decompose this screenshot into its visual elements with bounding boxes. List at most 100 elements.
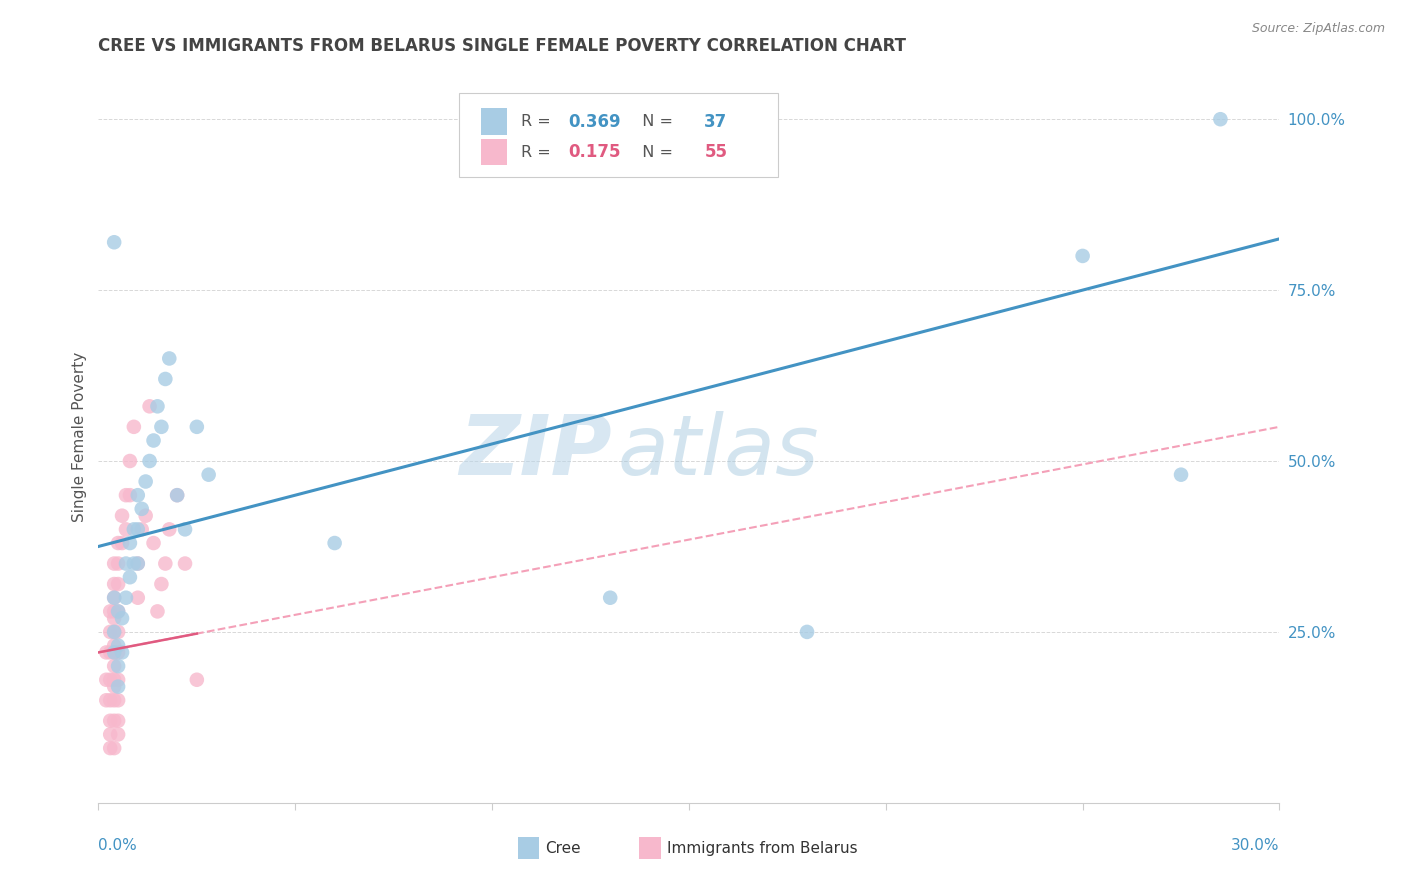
Point [166, 488, 188, 502]
Point [103, 577, 125, 591]
Point [103, 235, 125, 250]
Point [107, 557, 129, 571]
Point [103, 693, 125, 707]
Text: Source: ZipAtlas.com: Source: ZipAtlas.com [1251, 22, 1385, 36]
Bar [481, 139, 508, 165]
Point [118, 488, 141, 502]
Point [323, 536, 346, 550]
Point [155, 557, 177, 571]
Point [138, 454, 160, 468]
Point [138, 400, 160, 414]
Point [111, 508, 134, 523]
Point [103, 659, 125, 673]
Point [98, 645, 121, 659]
Text: Immigrants from Belarus: Immigrants from Belarus [666, 840, 858, 855]
Point [103, 639, 125, 653]
Text: 0.0%: 0.0% [98, 838, 138, 853]
Point [131, 522, 153, 536]
Text: R =: R = [522, 145, 557, 160]
Point [118, 454, 141, 468]
Text: 0.369: 0.369 [568, 112, 621, 130]
Point [103, 673, 125, 687]
Bar [517, 838, 538, 859]
Point [98, 604, 121, 618]
Point [796, 624, 818, 639]
Point [98, 693, 121, 707]
Point [1071, 249, 1094, 263]
Point [122, 420, 145, 434]
Point [166, 488, 188, 502]
Point [150, 420, 173, 434]
Point [111, 536, 134, 550]
Point [98, 714, 121, 728]
Point [98, 727, 121, 741]
Text: 55: 55 [704, 144, 727, 161]
Point [150, 577, 173, 591]
Point [103, 645, 125, 659]
Text: 30.0%: 30.0% [1232, 838, 1279, 853]
Point [103, 611, 125, 625]
Point [127, 488, 149, 502]
Point [107, 536, 129, 550]
Point [98, 624, 121, 639]
Point [107, 604, 129, 618]
Y-axis label: Single Female Poverty: Single Female Poverty [72, 352, 87, 522]
Point [111, 645, 134, 659]
Text: N =: N = [633, 145, 678, 160]
Point [103, 714, 125, 728]
Text: R =: R = [522, 114, 557, 129]
Point [186, 673, 208, 687]
Text: N =: N = [633, 114, 678, 129]
Text: Cree: Cree [546, 840, 581, 855]
Point [174, 522, 197, 536]
Point [142, 536, 165, 550]
Point [146, 604, 169, 618]
Point [122, 557, 145, 571]
Point [157, 522, 180, 536]
Point [96, 673, 118, 687]
Point [127, 591, 149, 605]
Point [103, 557, 125, 571]
Point [155, 372, 177, 386]
Point [103, 680, 125, 694]
Point [157, 351, 180, 366]
Text: 0.175: 0.175 [568, 144, 621, 161]
Point [174, 557, 197, 571]
Point [107, 659, 129, 673]
Point [111, 611, 134, 625]
Point [599, 591, 621, 605]
Point [103, 741, 125, 756]
Point [127, 557, 149, 571]
Point [142, 434, 165, 448]
Point [146, 400, 169, 414]
Point [103, 624, 125, 639]
Point [107, 645, 129, 659]
Point [107, 714, 129, 728]
Point [197, 467, 219, 482]
Point [103, 645, 125, 659]
Point [186, 420, 208, 434]
Point [98, 741, 121, 756]
Bar [481, 108, 508, 135]
Point [115, 591, 138, 605]
Point [96, 645, 118, 659]
Point [122, 522, 145, 536]
Point [131, 501, 153, 516]
Point [127, 557, 149, 571]
Point [115, 488, 138, 502]
Bar [640, 838, 661, 859]
Text: 37: 37 [704, 112, 727, 130]
Point [127, 522, 149, 536]
Point [115, 557, 138, 571]
Point [103, 624, 125, 639]
Point [118, 536, 141, 550]
Text: atlas: atlas [619, 411, 820, 492]
Point [103, 591, 125, 605]
Point [107, 624, 129, 639]
Point [107, 727, 129, 741]
Point [107, 673, 129, 687]
Point [107, 693, 129, 707]
Point [103, 604, 125, 618]
Text: ZIP: ZIP [460, 411, 612, 492]
Point [135, 475, 157, 489]
